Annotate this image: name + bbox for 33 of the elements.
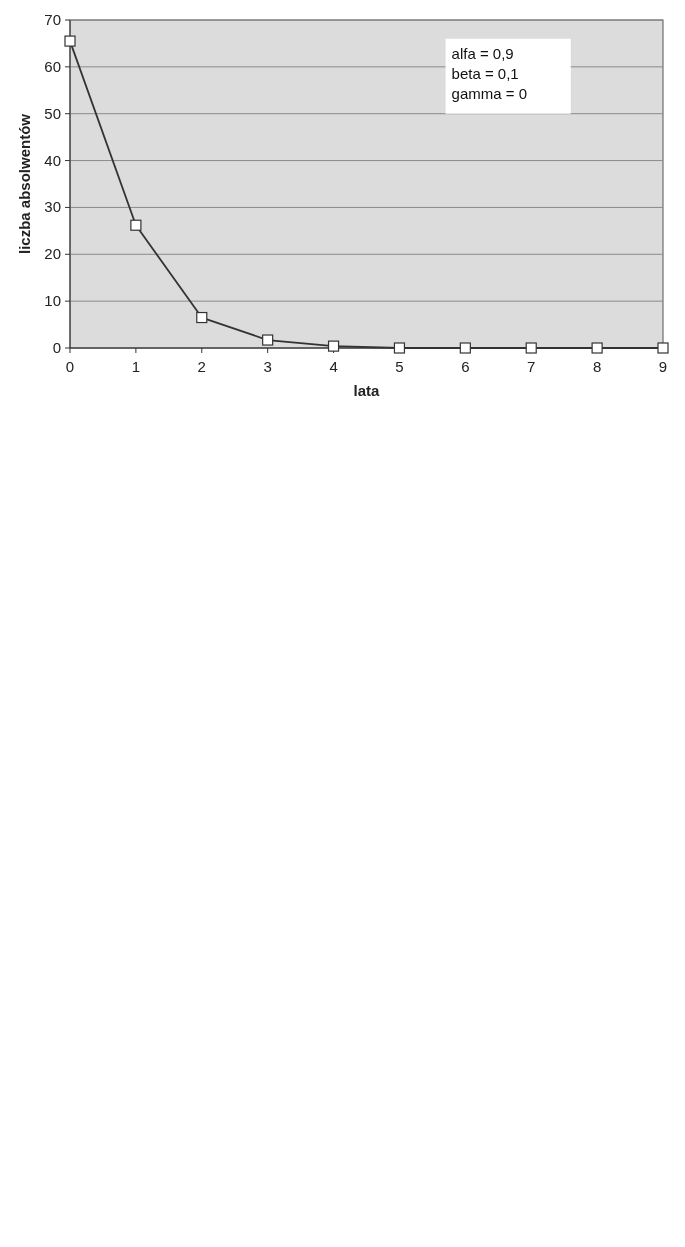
x-tick-label: 7 (527, 358, 536, 375)
y-tick-label: 30 (44, 198, 61, 216)
point (657, 342, 669, 354)
annotation: alfa = 0,9 (451, 44, 514, 62)
point (459, 342, 471, 354)
x-tick-label: 2 (197, 358, 206, 375)
y-tick-label: 0 (52, 339, 61, 356)
point (64, 35, 76, 47)
x-axis-title: lata (353, 382, 381, 399)
point (130, 219, 142, 231)
y-tick-label: 60 (44, 57, 61, 75)
x-tick-label: 0 (65, 358, 75, 375)
point (525, 342, 537, 354)
annotation: beta = 0,1 (451, 64, 519, 82)
x-tick-label: 3 (263, 358, 272, 375)
x-tick-label: 9 (658, 358, 668, 375)
point (393, 342, 406, 354)
point (196, 311, 208, 324)
y-tick-label: 70 (44, 11, 61, 28)
y-tick-label: 40 (44, 151, 61, 169)
annotation: gamma = 0 (451, 84, 528, 102)
x-tick-label: 6 (461, 358, 470, 375)
point (591, 342, 603, 354)
x-tick-label: 4 (329, 358, 338, 375)
y-tick-label: 50 (44, 104, 61, 122)
y-axis-title: liczba absolwentów (16, 113, 33, 255)
x-tick-label: 8 (592, 358, 602, 375)
x-tick-label: 1 (131, 358, 141, 375)
y-tick-label: 20 (44, 245, 61, 263)
point (262, 334, 274, 346)
y-tick-label: 10 (44, 292, 61, 310)
x-tick-label: 5 (395, 358, 404, 375)
point (327, 340, 340, 352)
